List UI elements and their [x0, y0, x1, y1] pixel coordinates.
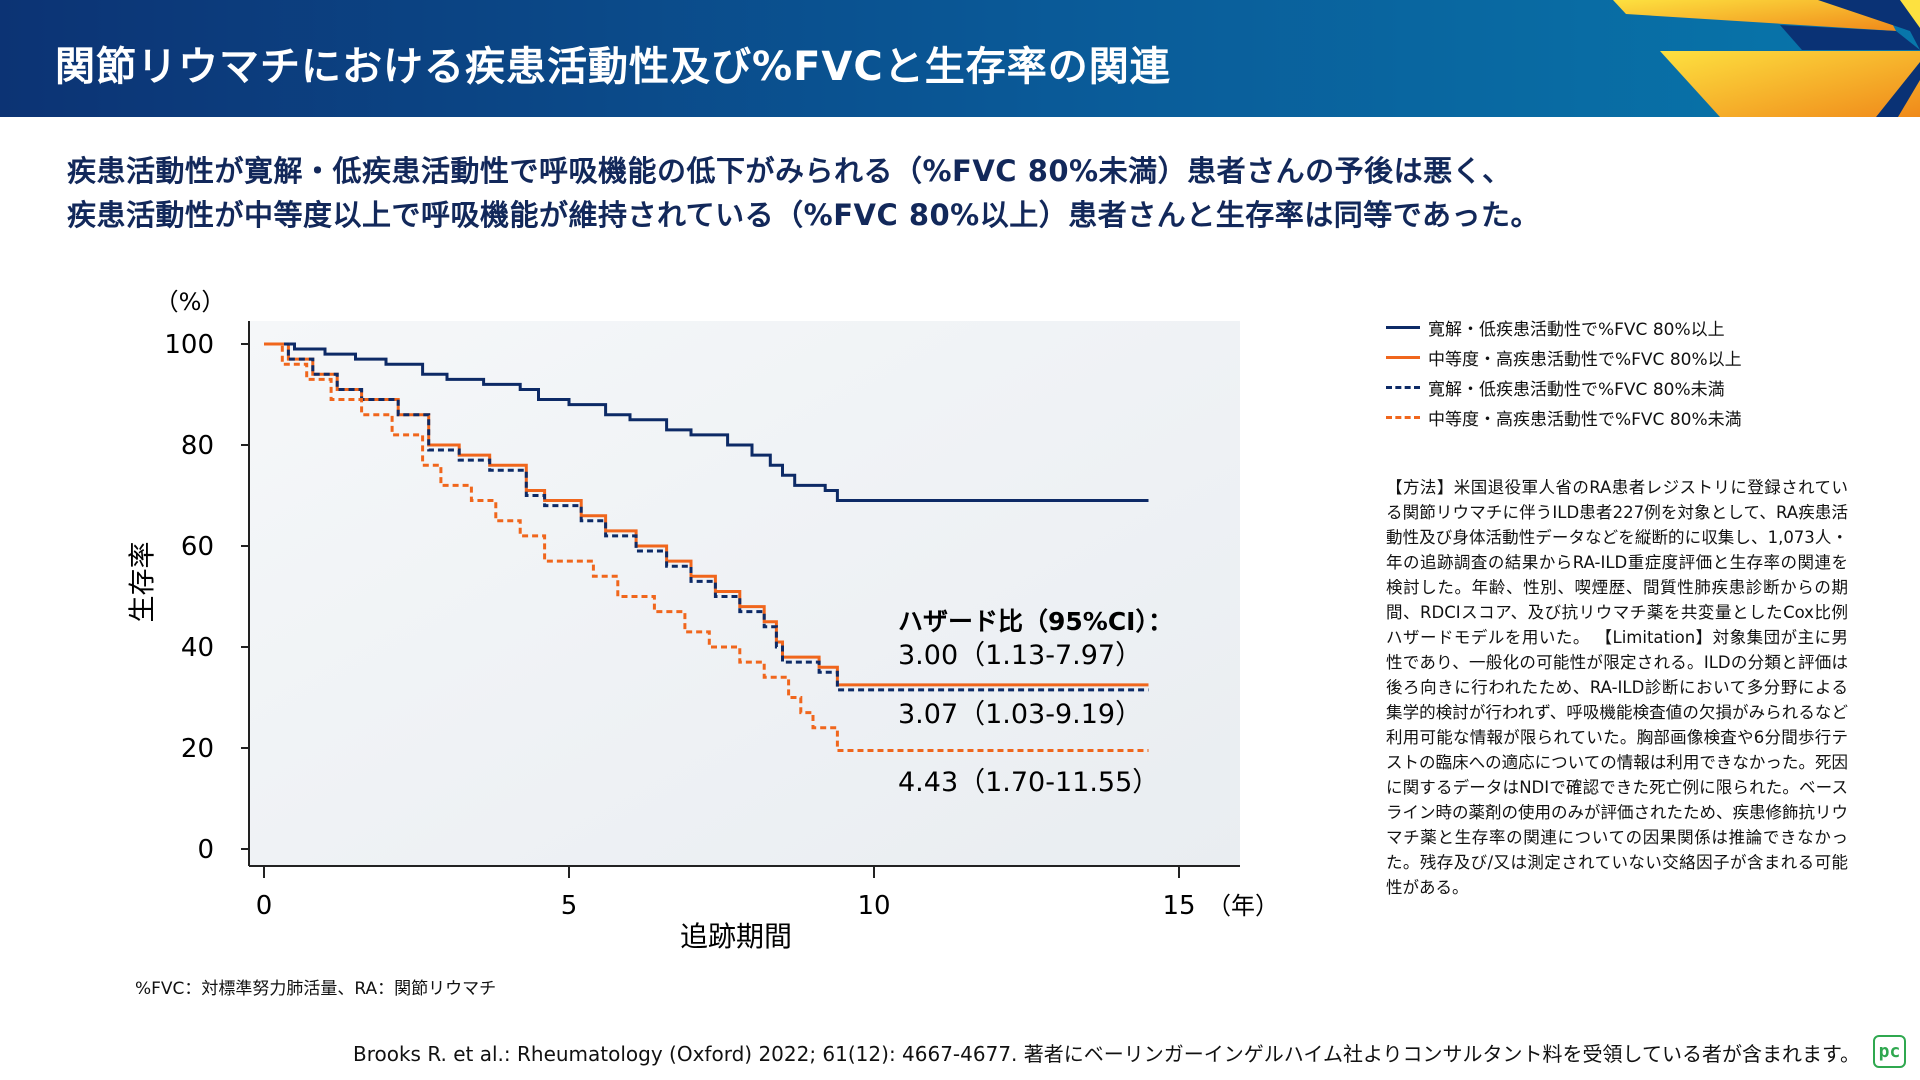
method-text: 【方法】米国退役軍人省のRA患者レジストリに登録されている関節リウマチに伴うIL… [1386, 478, 1848, 647]
y-tick-label: 100 [164, 330, 214, 360]
x-unit-label: （年） [1207, 892, 1279, 920]
hazard-ratio-title: ハザード比（95%CI）： [898, 607, 1173, 636]
hazard-ratio-3: 4.43（1.70-11.55） [898, 767, 1159, 798]
legend-label: 中等度・高疾患活動性で%FVC 80%以上 [1428, 349, 1742, 370]
legend-swatch [1386, 385, 1420, 389]
survival-curve-3 [264, 342, 1149, 692]
footnote: %FVC：対標準努力肺活量、RA：関節リウマチ [135, 979, 497, 999]
y-unit-label: （%） [155, 288, 226, 316]
legend-swatch [1386, 355, 1420, 359]
citation: Brooks R. et al.: Rheumatology (Oxford) … [353, 1042, 1860, 1066]
legend-swatch [1386, 415, 1420, 419]
page-title: 関節リウマチにおける疾患活動性及び%FVCと生存率の関連 [55, 44, 1171, 90]
summary-line-1: 疾患活動性が寛解・低疾患活動性で呼吸機能の低下がみられる（%FVC 80%未満）… [67, 154, 1512, 188]
x-tick-label: 5 [561, 891, 578, 921]
hazard-ratio-2: 3.07（1.03-9.19） [898, 699, 1142, 730]
chart-legend: 寛解・低疾患活動性で%FVC 80%以上 中等度・高疾患活動性で%FVC 80%… [1386, 312, 1742, 432]
pc-logo-icon: pc [1873, 1035, 1906, 1068]
x-tick-label: 0 [256, 891, 273, 921]
legend-item: 中等度・高疾患活動性で%FVC 80%未満 [1386, 402, 1742, 432]
header-banner: 関節リウマチにおける疾患活動性及び%FVCと生存率の関連 [0, 0, 1920, 117]
legend-item: 寛解・低疾患活動性で%FVC 80%未満 [1386, 372, 1742, 402]
survival-curve-4 [264, 342, 1149, 753]
limitation-text: 【Limitation】対象集団が主に男性であり、一般化の可能性が限定される。I… [1386, 628, 1849, 897]
legend-label: 寛解・低疾患活動性で%FVC 80%以上 [1428, 319, 1725, 340]
hazard-ratio-1: 3.00（1.13-7.97） [898, 640, 1142, 671]
y-tick-label: 40 [181, 633, 214, 663]
plot-area [249, 321, 1240, 866]
legend-label: 中等度・高疾患活動性で%FVC 80%未満 [1428, 409, 1742, 430]
survival-chart: 0 20 40 60 80 100 0 5 10 15 （%） 生存率 （年） 追跡期間 ハザード… [128, 288, 1280, 953]
y-tick-label: 20 [181, 734, 214, 764]
x-tick-label: 10 [857, 891, 890, 921]
y-tick-label: 0 [197, 835, 214, 865]
x-tick-label: 15 [1162, 891, 1195, 921]
legend-item: 中等度・高疾患活動性で%FVC 80%以上 [1386, 342, 1742, 372]
legend-item: 寛解・低疾患活動性で%FVC 80%以上 [1386, 312, 1742, 342]
x-axis-label: 追跡期間 [680, 920, 792, 953]
y-axis-label: 生存率 [128, 542, 159, 623]
survival-curve-1 [264, 342, 1149, 503]
legend-swatch [1386, 325, 1420, 329]
legend-label: 寛解・低疾患活動性で%FVC 80%未満 [1428, 379, 1725, 400]
decorative-shapes [1613, 0, 1920, 117]
y-tick-label: 80 [181, 431, 214, 461]
summary-line-2: 疾患活動性が中等度以上で呼吸機能が維持されている（%FVC 80%以上）患者さん… [67, 198, 1540, 232]
y-tick-label: 60 [181, 532, 214, 562]
study-notes: 【方法】米国退役軍人省のRA患者レジストリに登録されている関節リウマチに伴うIL… [1386, 475, 1848, 900]
